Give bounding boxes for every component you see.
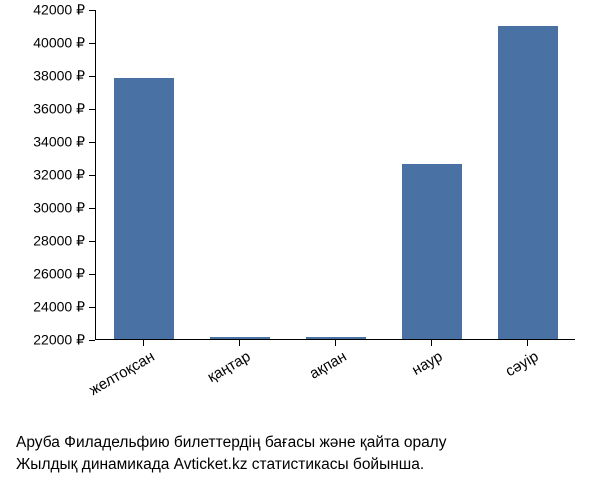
x-tick-mark [527, 340, 528, 346]
plot-area [95, 10, 575, 340]
caption-line-1: Аруба Филадельфию билеттердің бағасы жән… [16, 432, 600, 454]
y-tick-mark [89, 142, 95, 143]
y-tick-mark [89, 307, 95, 308]
x-axis-label: сәуір [503, 348, 542, 380]
y-axis-label: 34000 ₽ [0, 134, 95, 151]
y-tick-mark [89, 241, 95, 242]
y-axis-label: 42000 ₽ [0, 2, 95, 19]
bar [114, 78, 174, 339]
y-tick-mark [89, 76, 95, 77]
bar [402, 164, 462, 339]
x-tick-mark [431, 340, 432, 346]
bar [306, 337, 366, 339]
y-axis-label: 26000 ₽ [0, 266, 95, 283]
y-tick-mark [89, 10, 95, 11]
x-axis-label: қаңтар [205, 348, 254, 386]
x-axis-label: желтоқсан [86, 348, 157, 399]
chart-caption: Аруба Филадельфию билеттердің бағасы жән… [0, 432, 600, 475]
y-axis-label: 30000 ₽ [0, 200, 95, 217]
x-axis-label: наур [409, 348, 445, 379]
y-tick-mark [89, 208, 95, 209]
caption-line-2: Жылдық динамикада Avticket.kz статистика… [16, 454, 600, 476]
x-tick-mark [335, 340, 336, 346]
y-tick-mark [89, 274, 95, 275]
x-tick-mark [143, 340, 144, 346]
y-axis-label: 32000 ₽ [0, 167, 95, 184]
y-axis-label: 28000 ₽ [0, 233, 95, 250]
y-axis-label: 38000 ₽ [0, 68, 95, 85]
bar [210, 337, 270, 339]
bar [498, 26, 558, 340]
y-tick-mark [89, 175, 95, 176]
y-tick-mark [89, 43, 95, 44]
y-axis-label: 36000 ₽ [0, 101, 95, 118]
bar-chart: 22000 ₽ 24000 ₽ 26000 ₽ 28000 ₽ 30000 ₽ 32000… [0, 0, 600, 420]
x-axis-label: ақпан [307, 348, 350, 383]
y-axis-label: 22000 ₽ [0, 332, 95, 349]
x-tick-mark [239, 340, 240, 346]
y-tick-mark [89, 109, 95, 110]
y-tick-mark [89, 340, 95, 341]
y-axis-label: 24000 ₽ [0, 299, 95, 316]
y-axis-label: 40000 ₽ [0, 35, 95, 52]
